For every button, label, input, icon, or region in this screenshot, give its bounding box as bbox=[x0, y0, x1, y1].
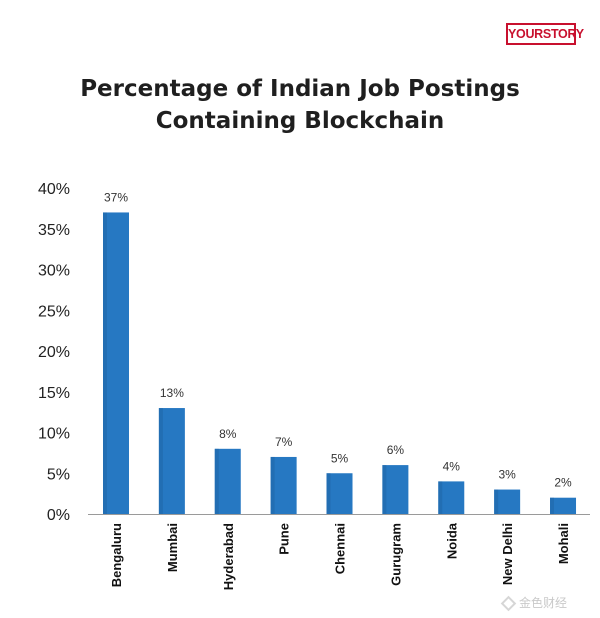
data-label: 13% bbox=[160, 386, 184, 400]
chart-title-line-1: Percentage of Indian Job Postings bbox=[80, 76, 520, 102]
bar bbox=[382, 465, 409, 514]
data-label: 6% bbox=[387, 443, 405, 457]
yourstory-logo: YOURSTORY bbox=[506, 23, 584, 45]
bar-shade bbox=[214, 448, 219, 514]
x-tick-label: Pune bbox=[277, 523, 292, 555]
bar-shade bbox=[382, 465, 387, 514]
y-tick-label: 20% bbox=[38, 344, 70, 361]
y-tick-label: 30% bbox=[38, 263, 70, 280]
x-tick-label: Chennai bbox=[333, 523, 348, 574]
data-label: 3% bbox=[498, 468, 516, 482]
bar bbox=[270, 456, 297, 514]
y-tick-label: 10% bbox=[38, 426, 70, 443]
data-label: 7% bbox=[275, 435, 293, 449]
data-label: 4% bbox=[443, 459, 461, 473]
x-tick-label: Mumbai bbox=[165, 523, 180, 572]
x-tick-label: Gurugram bbox=[388, 523, 403, 586]
data-label: 37% bbox=[104, 190, 128, 204]
data-label: 2% bbox=[554, 476, 572, 490]
bar bbox=[438, 481, 465, 514]
chart-title: Percentage of Indian Job Postings Contai… bbox=[0, 73, 600, 137]
y-tick-label: 35% bbox=[38, 222, 70, 239]
bar bbox=[326, 473, 353, 514]
y-tick-label: 15% bbox=[38, 385, 70, 402]
y-tick-label: 40% bbox=[38, 181, 70, 198]
bar bbox=[550, 497, 577, 514]
y-tick-label: 25% bbox=[38, 303, 70, 320]
x-tick-label: Hyderabad bbox=[221, 523, 236, 590]
y-tick-label: 0% bbox=[47, 507, 70, 524]
x-tick-label: Mohali bbox=[556, 523, 571, 564]
bar-shade bbox=[103, 212, 107, 514]
bar-shade bbox=[270, 456, 275, 514]
data-label: 5% bbox=[331, 451, 349, 465]
bar bbox=[214, 448, 241, 514]
bar-shade bbox=[158, 408, 163, 514]
watermark-icon bbox=[500, 595, 517, 612]
bar-shade bbox=[494, 489, 499, 514]
data-label: 8% bbox=[219, 427, 237, 441]
x-tick-label: New Delhi bbox=[500, 523, 515, 585]
x-tick-label: Bengaluru bbox=[109, 523, 124, 587]
y-tick-label: 5% bbox=[47, 466, 70, 483]
watermark: 金色财经 bbox=[500, 593, 595, 613]
bar bbox=[103, 212, 129, 514]
watermark-text: 金色财经 bbox=[519, 596, 568, 610]
bar bbox=[494, 489, 521, 514]
bar-shade bbox=[550, 497, 555, 514]
bar bbox=[158, 408, 185, 514]
x-tick-label: Noida bbox=[444, 522, 459, 559]
bar-shade bbox=[438, 481, 443, 514]
chart-title-line-2: Containing Blockchain bbox=[155, 108, 445, 134]
bar-shade bbox=[326, 473, 331, 514]
